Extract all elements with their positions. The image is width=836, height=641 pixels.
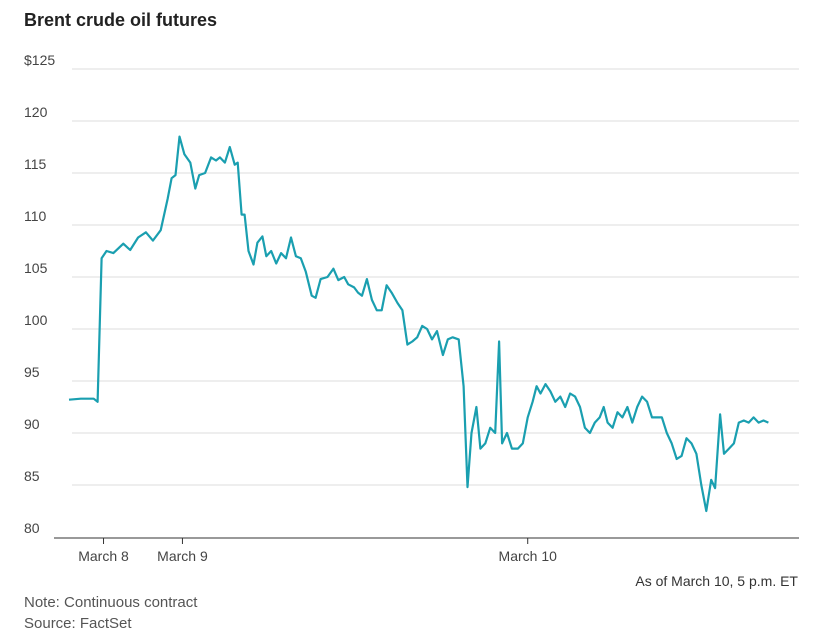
y-tick-label: 100 [24,312,48,328]
y-tick-label: 115 [24,156,47,172]
y-tick-label: 120 [24,104,48,120]
y-tick-label: 80 [24,520,40,536]
series-layer [68,135,769,513]
x-tick-label: March 9 [157,548,208,564]
chart-source: Source: FactSet [24,615,132,632]
series-line-brent [68,135,769,513]
chart-note: Note: Continuous contract [24,594,198,611]
x-tick-label: March 10 [499,548,558,564]
as-of-annotation: As of March 10, 5 p.m. ET [635,573,798,589]
y-tick-label: 90 [24,416,40,432]
chart-title: Brent crude oil futures [24,10,218,30]
y-tick-label: 110 [24,208,47,224]
y-tick-label: $125 [24,52,55,68]
y-tick-label: 105 [24,260,48,276]
x-axis: March 8 March 9 March 10 [54,537,799,564]
gridlines [72,68,799,486]
x-tick-label: March 8 [78,548,129,564]
y-axis-ticks: $125 120 115 110 105 100 95 90 85 80 [24,52,55,536]
y-tick-label: 95 [24,364,40,380]
y-tick-label: 85 [24,468,40,484]
